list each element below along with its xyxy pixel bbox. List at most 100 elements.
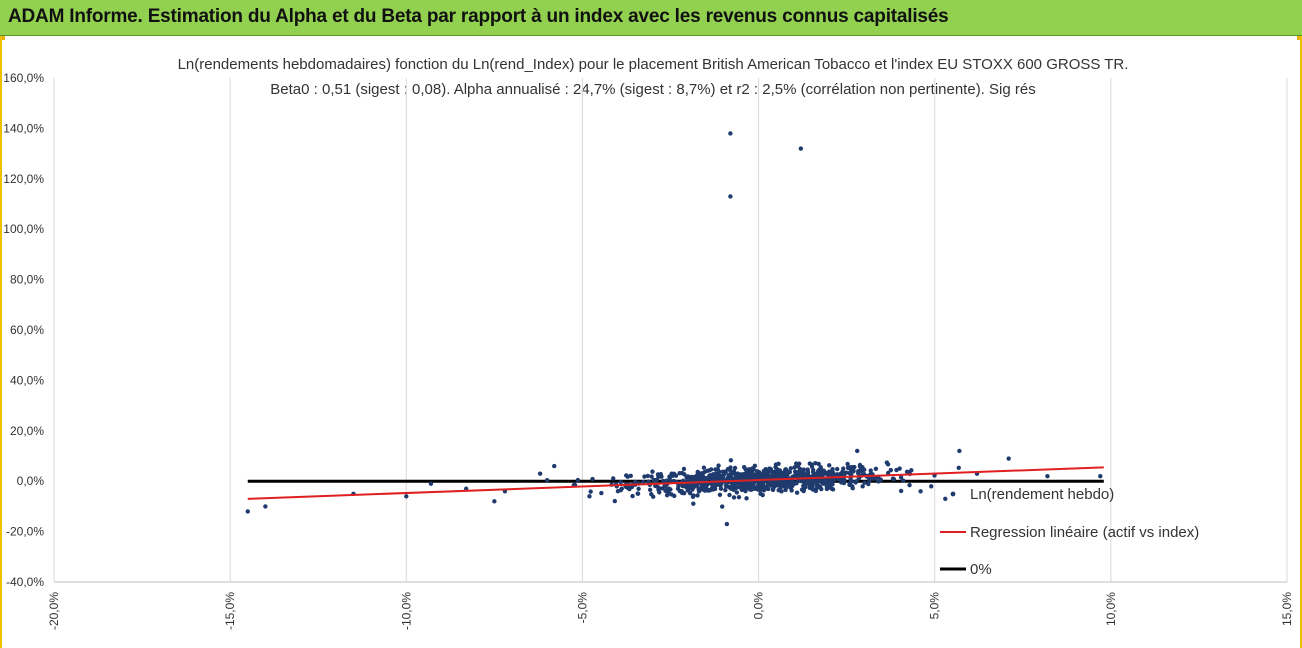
chart-title: Ln(rendements hebdomadaires) fonction du…	[177, 56, 1129, 73]
data-point	[630, 493, 635, 499]
data-point	[764, 486, 769, 491]
data-point	[701, 465, 707, 470]
data-point	[618, 479, 624, 485]
data-point	[757, 487, 763, 493]
data-point	[685, 474, 691, 479]
y-tick-label: 80,0%	[10, 273, 44, 287]
data-point	[587, 494, 592, 499]
legend-marker-points	[950, 491, 956, 497]
data-point	[689, 474, 695, 480]
data-point	[897, 466, 902, 471]
data-point	[798, 146, 804, 151]
data-point	[723, 487, 728, 493]
data-point	[647, 487, 653, 493]
data-point	[720, 474, 725, 479]
data-point	[768, 483, 773, 488]
data-point	[404, 494, 409, 499]
data-point	[635, 491, 640, 496]
data-point	[696, 487, 702, 492]
data-point	[492, 499, 497, 504]
data-point	[687, 490, 693, 496]
data-point	[734, 490, 740, 495]
data-point	[851, 465, 856, 470]
data-point	[943, 496, 948, 502]
data-point	[695, 493, 700, 498]
data-point	[664, 492, 670, 498]
chart-area: Ln(rendements hebdomadaires) fonction du…	[0, 36, 1302, 648]
data-point	[873, 466, 879, 471]
data-point	[731, 495, 737, 500]
data-point	[746, 467, 752, 472]
data-point	[956, 465, 961, 470]
data-point	[695, 469, 700, 475]
data-point	[817, 484, 823, 489]
data-point	[730, 483, 735, 489]
data-point	[805, 467, 810, 472]
data-point	[777, 469, 783, 475]
data-point	[858, 467, 863, 473]
data-point	[641, 479, 646, 485]
data-point	[771, 470, 777, 476]
y-tick-label: 100,0%	[3, 222, 44, 236]
data-point	[682, 472, 687, 477]
data-point	[743, 467, 748, 472]
data-point	[649, 492, 654, 497]
corner-marker-right	[1297, 36, 1302, 40]
data-point	[918, 489, 923, 494]
data-point	[794, 490, 800, 495]
data-point	[726, 473, 731, 479]
data-point	[667, 474, 672, 479]
x-tick-label: 5,0%	[928, 592, 942, 620]
y-tick-label: 120,0%	[3, 172, 44, 186]
data-point	[884, 460, 890, 465]
data-point	[891, 476, 897, 482]
data-point	[803, 472, 809, 477]
data-point	[691, 501, 696, 506]
data-point	[850, 485, 855, 491]
data-point	[785, 482, 791, 487]
data-point	[690, 494, 696, 500]
data-point	[821, 468, 826, 473]
data-point	[654, 477, 660, 483]
x-tick-label: 0,0%	[752, 592, 766, 620]
data-point	[712, 485, 717, 490]
data-point	[660, 478, 666, 484]
data-point	[702, 469, 707, 475]
data-point	[656, 487, 661, 492]
data-point	[552, 463, 557, 469]
data-point	[750, 466, 755, 471]
data-point	[723, 483, 729, 489]
data-point	[724, 521, 730, 527]
data-point	[646, 479, 651, 484]
data-point	[698, 473, 704, 478]
data-point	[779, 489, 784, 494]
data-point	[744, 496, 749, 501]
data-point	[611, 476, 616, 481]
data-point	[809, 464, 815, 469]
data-point	[768, 479, 774, 485]
data-point	[775, 474, 781, 479]
legend-label-regression: Regression linéaire (actif vs index)	[970, 524, 1199, 541]
y-tick-label: 140,0%	[3, 121, 44, 135]
data-point	[794, 481, 799, 486]
data-point	[830, 482, 835, 487]
data-point	[537, 471, 543, 476]
x-tick-label: 15,0%	[1280, 592, 1294, 626]
y-tick-label: 0,0%	[17, 474, 45, 488]
data-point	[770, 486, 776, 492]
data-point	[716, 463, 721, 468]
data-point	[777, 482, 782, 487]
x-tick-label: -5,0%	[575, 592, 589, 624]
data-point	[768, 467, 773, 472]
data-point	[636, 486, 641, 492]
data-point	[545, 478, 550, 483]
data-point	[588, 489, 593, 494]
data-point	[672, 493, 677, 499]
data-point	[825, 477, 831, 482]
data-point	[629, 484, 635, 490]
data-point	[650, 469, 655, 474]
data-point	[810, 469, 816, 475]
data-point	[590, 476, 595, 482]
data-point	[817, 472, 822, 478]
data-point	[816, 461, 821, 467]
